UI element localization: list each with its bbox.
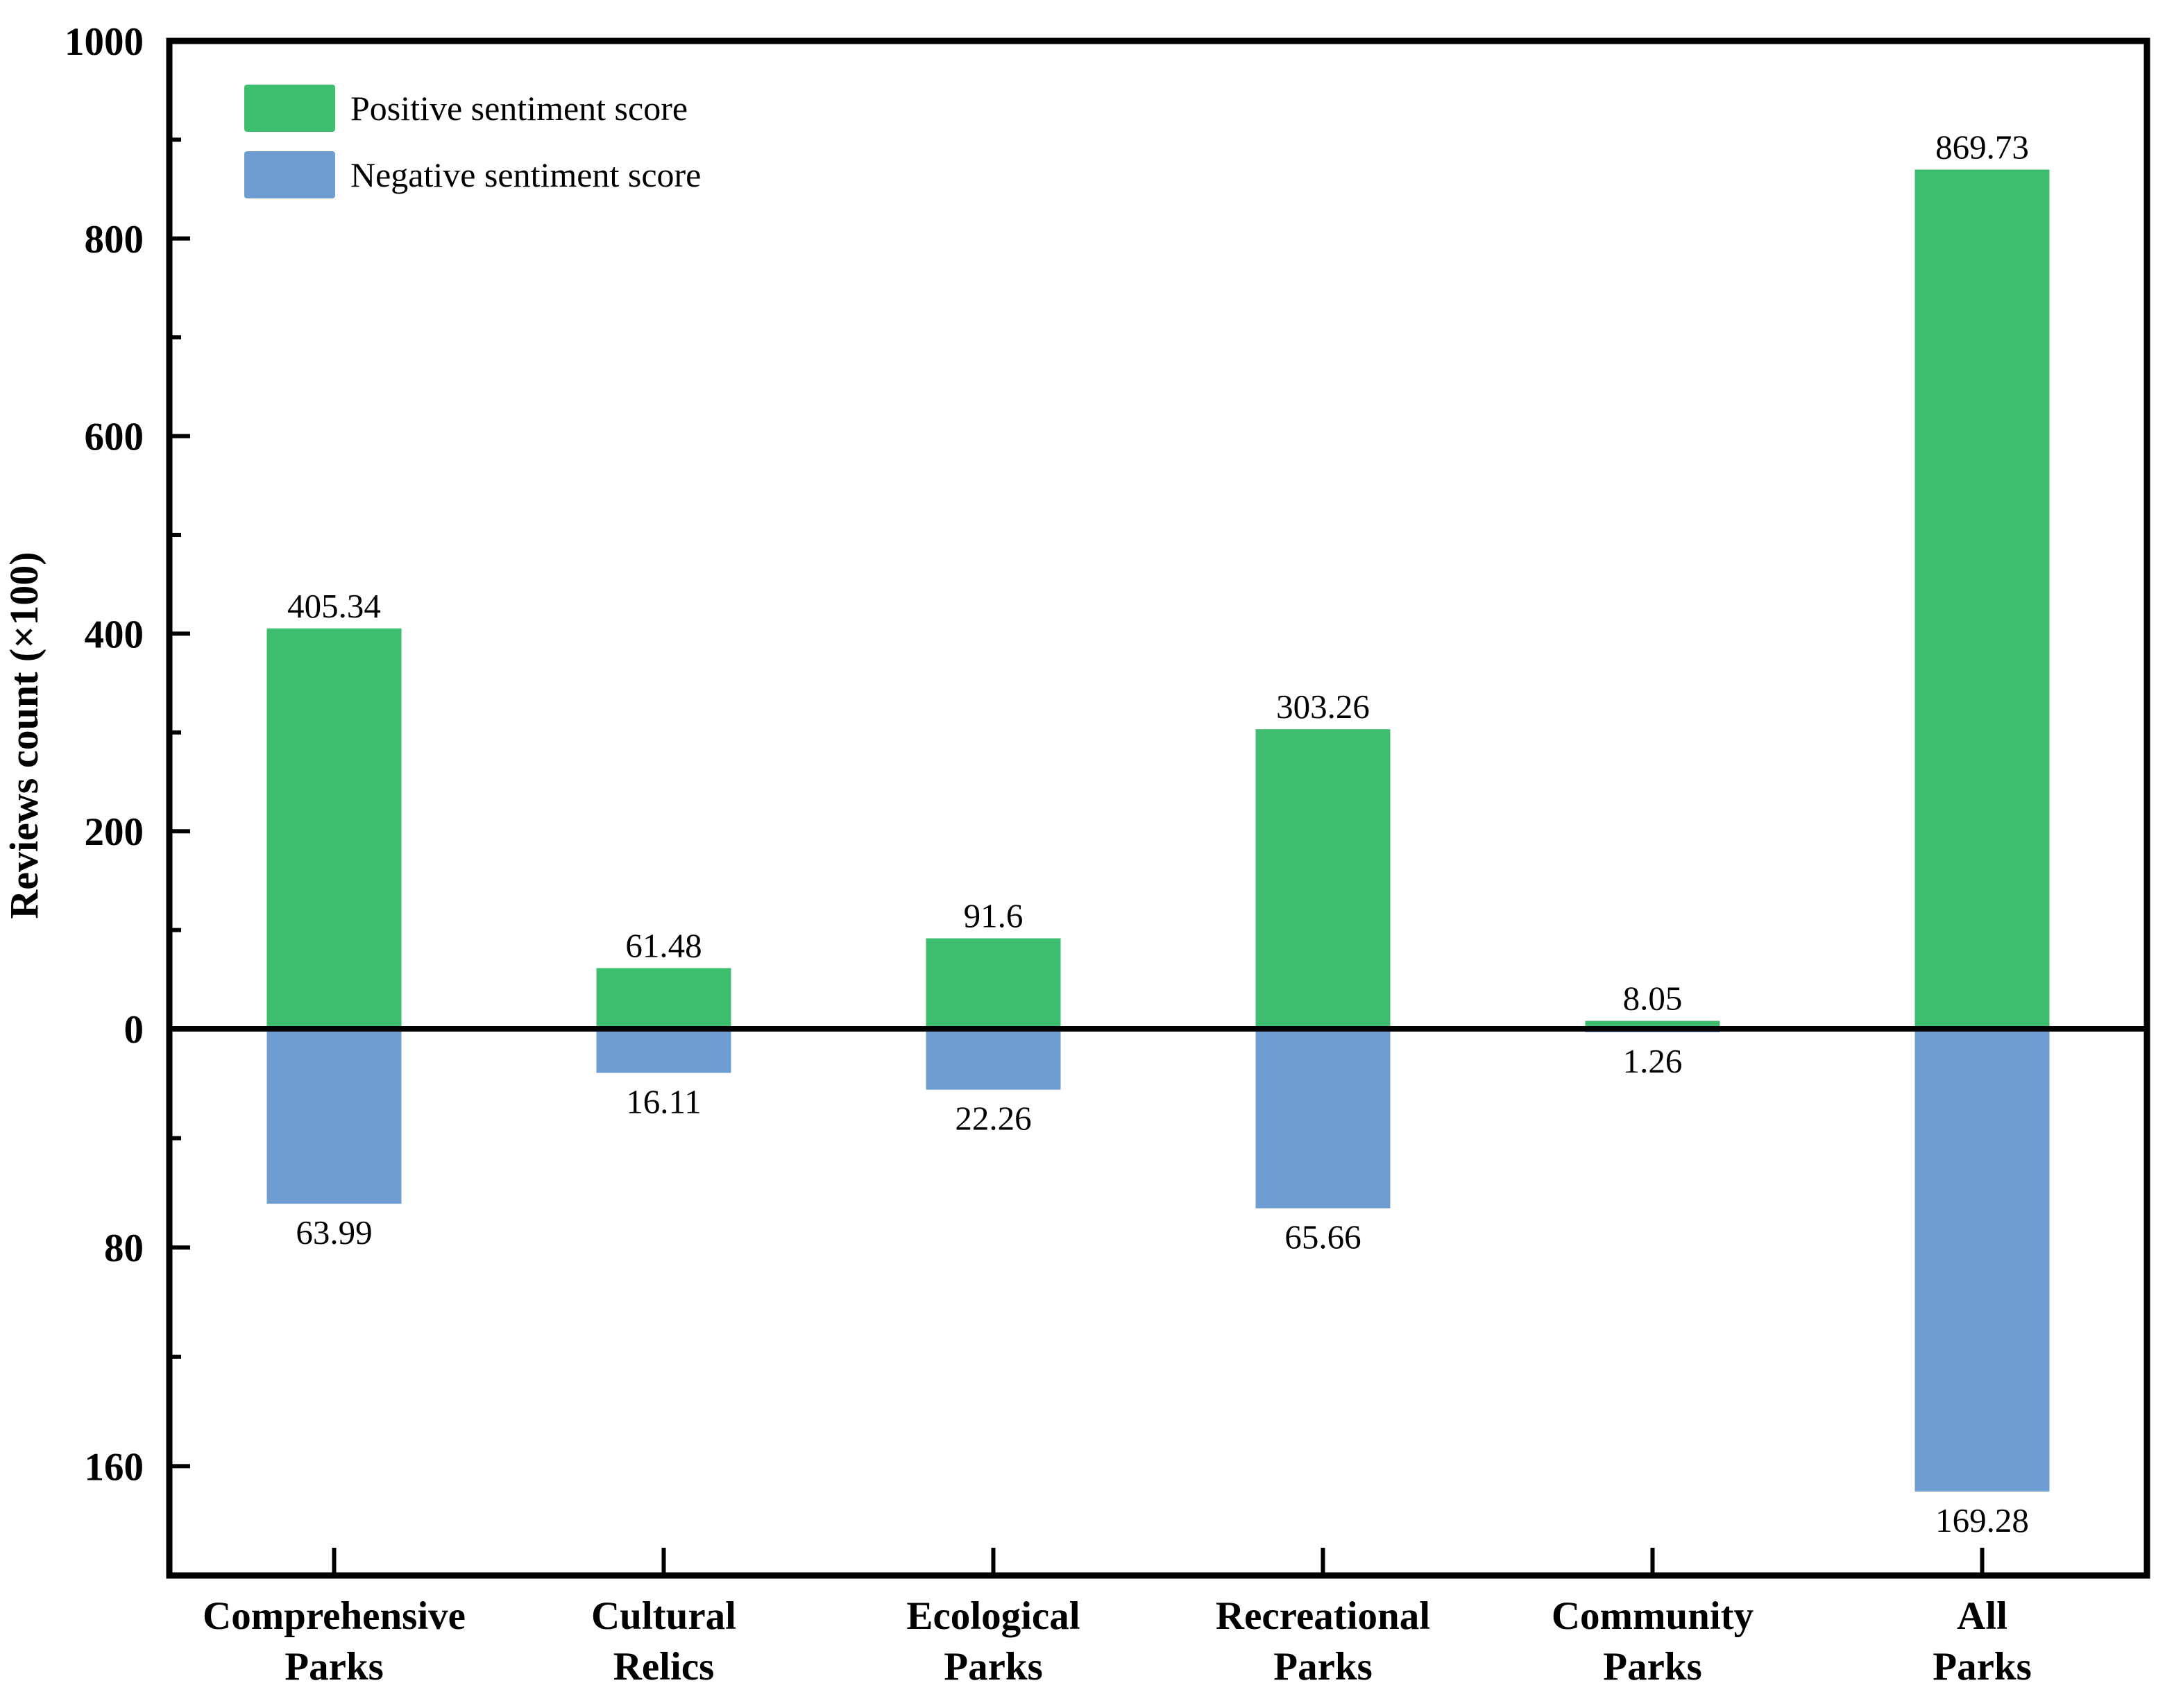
bar-positive-all-parks	[1914, 169, 2050, 1029]
legend-swatch-negative	[244, 151, 335, 198]
value-label-negative-community-parks: 1.26	[1623, 1042, 1683, 1080]
category-label-ecological-parks-line1: Ecological	[906, 1594, 1080, 1638]
value-label-positive-ecological-parks: 91.6	[964, 897, 1024, 935]
bar-negative-comprehensive-parks	[266, 1029, 402, 1204]
bar-negative-all-parks	[1914, 1029, 2050, 1492]
value-label-positive-all-parks: 869.73	[1935, 128, 2029, 166]
value-label-positive-cultural-relics: 61.48	[625, 926, 702, 964]
bar-negative-cultural-relics	[596, 1029, 731, 1073]
value-label-positive-comprehensive-parks: 405.34	[287, 587, 381, 625]
value-label-negative-all-parks: 169.28	[1935, 1501, 2029, 1539]
value-label-positive-community-parks: 8.05	[1623, 980, 1683, 1018]
bar-negative-recreational-parks	[1255, 1029, 1391, 1209]
y-axis-tick-label: 0	[124, 1008, 144, 1052]
value-label-negative-comprehensive-parks: 63.99	[296, 1213, 372, 1252]
category-label-comprehensive-parks-line1: Comprehensive	[203, 1594, 466, 1638]
y-axis-tick-label: 80	[104, 1227, 144, 1270]
category-label-cultural-relics-line2: Relics	[613, 1645, 715, 1689]
y-axis-tick-label: 600	[85, 416, 144, 459]
category-label-community-parks-line1: Community	[1552, 1594, 1754, 1638]
category-label-community-parks-line2: Parks	[1603, 1645, 1702, 1689]
category-label-recreational-parks-line2: Parks	[1273, 1645, 1373, 1689]
bar-positive-recreational-parks	[1255, 729, 1391, 1029]
category-label-all-parks-line2: Parks	[1933, 1645, 2032, 1689]
value-label-negative-ecological-parks: 22.26	[955, 1100, 1031, 1138]
y-axis-tick-label: 200	[85, 810, 144, 854]
category-label-comprehensive-parks-line2: Parks	[285, 1645, 384, 1689]
bar-positive-community-parks	[1585, 1020, 1720, 1029]
bar-negative-ecological-parks	[926, 1029, 1061, 1090]
value-label-negative-cultural-relics: 16.11	[626, 1082, 701, 1120]
value-label-negative-recreational-parks: 65.66	[1284, 1218, 1361, 1256]
y-axis-tick-label: 1000	[65, 20, 144, 64]
plot-frame	[166, 37, 2150, 1579]
bar-positive-ecological-parks	[926, 938, 1061, 1029]
legend-label-negative: Negative sentiment score	[350, 155, 701, 194]
y-axis-tick-label: 160	[85, 1445, 144, 1489]
y-axis-tick-label: 800	[85, 218, 144, 262]
bar-positive-comprehensive-parks	[266, 628, 402, 1029]
bar-positive-cultural-relics	[596, 968, 731, 1029]
category-label-cultural-relics-line1: Cultural	[591, 1594, 736, 1638]
legend-swatch-positive	[244, 85, 335, 132]
y-axis-title: Reviews count (×100)	[1, 552, 46, 919]
legend-label-positive: Positive sentiment score	[350, 89, 688, 128]
category-label-recreational-parks-line1: Recreational	[1216, 1594, 1430, 1638]
y-axis-tick-label: 400	[85, 613, 144, 656]
category-label-all-parks-line1: All	[1957, 1594, 2007, 1638]
value-label-positive-recreational-parks: 303.26	[1276, 688, 1370, 726]
category-label-ecological-parks-line2: Parks	[944, 1645, 1043, 1689]
